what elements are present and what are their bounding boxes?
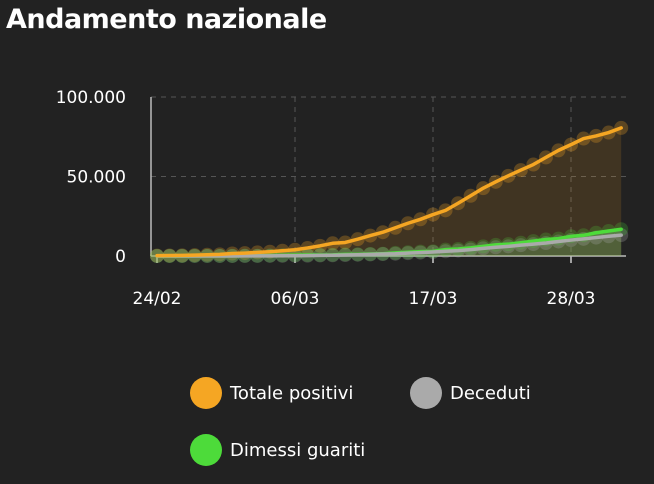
y-tick-label-2: 100.000 (56, 88, 126, 108)
y-tick-label-0: 0 (115, 247, 126, 267)
legend-dot-deceduti (410, 377, 442, 409)
legend-item-dimessi-guariti[interactable]: Dimessi guariti (190, 434, 365, 466)
legend-label-dimessi-guariti: Dimessi guariti (230, 439, 366, 461)
y-tick-label-1: 50.000 (67, 168, 126, 188)
x-tick-label-3: 28/03 (547, 289, 596, 309)
x-tick-label-0: 24/02 (133, 289, 182, 309)
area-dimessi-guariti (157, 229, 622, 256)
area-deceduti (157, 235, 622, 256)
chart-title: Andamento nazionale (6, 4, 327, 35)
area-totale-positivi (157, 127, 622, 256)
legend-item-totale-positivi[interactable]: Totale positivi (190, 377, 353, 409)
line-totale-positivi (155, 126, 623, 258)
legend-dot-totale-positivi (190, 377, 222, 409)
legend-label-deceduti: Deceduti (450, 382, 531, 404)
line-deceduti (155, 233, 623, 258)
legend-item-deceduti[interactable]: Deceduti (410, 377, 531, 409)
legend-dot-dimessi-guariti (190, 434, 222, 466)
legend-label-totale-positivi: Totale positivi (230, 382, 354, 404)
x-tick-label-2: 17/03 (409, 289, 458, 309)
x-tick-label-1: 06/03 (271, 289, 320, 309)
